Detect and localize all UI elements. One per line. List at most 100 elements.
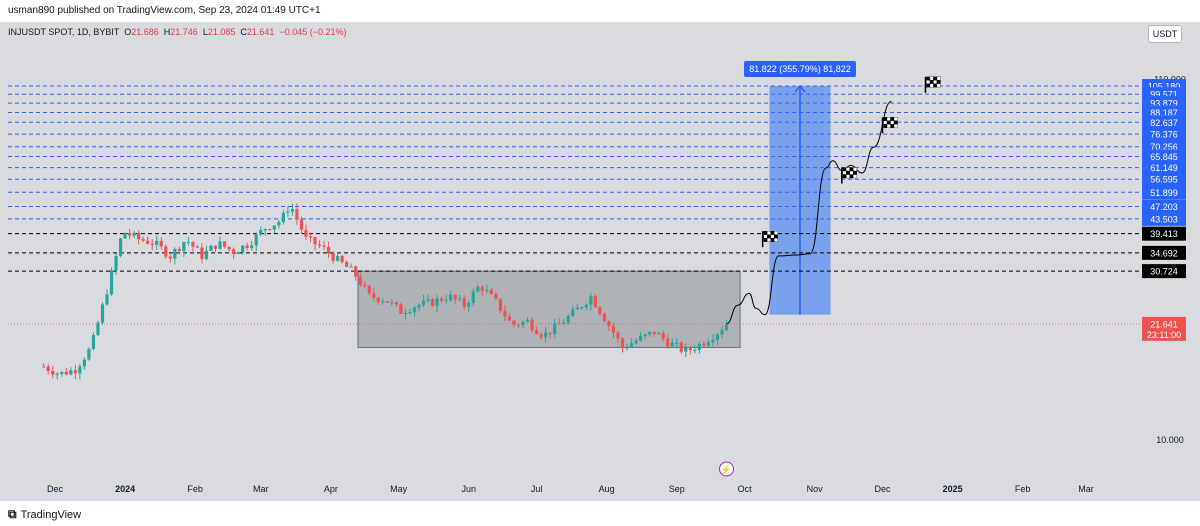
candle	[611, 325, 616, 333]
level-value: 61.149	[1150, 163, 1178, 173]
level-value: 30.724	[1150, 267, 1178, 277]
candle	[489, 290, 493, 295]
level-value: 88.187	[1150, 108, 1178, 118]
candle	[78, 366, 82, 374]
candle	[96, 322, 100, 336]
candle	[222, 241, 227, 247]
candle	[643, 334, 647, 336]
candle	[304, 229, 308, 237]
candle	[345, 262, 349, 267]
candle	[471, 291, 475, 303]
level-tag	[1142, 264, 1186, 279]
finish-flag-icon	[929, 76, 934, 81]
countdown-value: 23:11:00	[1147, 330, 1181, 340]
price-chart[interactable]: Dec 2024 Feb Mar Apr May Jun Jul Aug Sep Oct Nov Dec…	[0, 22, 1200, 501]
candle	[336, 256, 340, 261]
candle	[421, 300, 426, 305]
candle	[100, 304, 105, 323]
currency-button[interactable]: USDT	[1148, 25, 1182, 43]
candle	[313, 237, 317, 245]
level-tag	[1142, 199, 1186, 214]
level-value: 105.180	[1148, 82, 1181, 92]
finish-flag-icon	[767, 231, 771, 235]
candle	[137, 232, 141, 240]
candle	[326, 246, 331, 254]
chart-area[interactable]: INJUSDT SPOT, 1D, BYBIT O21.686 H21.746 …	[0, 22, 1200, 501]
candle	[616, 332, 620, 339]
candle	[308, 236, 313, 238]
finish-flag-icon	[842, 167, 847, 172]
candle	[91, 335, 96, 350]
candle	[209, 245, 213, 251]
level-value: 47.203	[1150, 202, 1178, 212]
level-value: 43.503	[1150, 214, 1178, 224]
finish-flag-icon	[849, 170, 854, 175]
y-tick-label: 10.000	[1156, 435, 1184, 445]
candle	[534, 330, 539, 335]
candle	[173, 248, 177, 259]
candle	[715, 334, 720, 340]
finish-flag-icon	[846, 167, 850, 172]
candle	[494, 294, 498, 299]
finish-flag-icon	[774, 231, 778, 235]
candle	[462, 298, 466, 307]
measure-label-box	[743, 61, 856, 77]
candle	[399, 304, 403, 314]
candle	[629, 343, 634, 348]
finish-flag-icon	[883, 124, 888, 128]
candle	[114, 255, 118, 271]
candle	[453, 294, 457, 300]
candle	[250, 245, 254, 248]
change-value: −0.045 (−0.21%)	[279, 27, 347, 37]
finish-flag-icon	[926, 80, 931, 84]
candle	[480, 286, 484, 291]
finish-flag-icon	[842, 170, 847, 175]
candle	[272, 225, 276, 230]
finish-flag-icon	[853, 167, 857, 172]
finish-flag-icon	[933, 80, 938, 84]
candle	[254, 234, 258, 246]
finish-flag-icon	[767, 234, 771, 239]
candle	[539, 334, 543, 338]
candle	[516, 324, 521, 326]
finish-flag-icon	[883, 120, 888, 125]
candle	[507, 316, 512, 321]
level-tag	[1142, 211, 1186, 226]
candle	[403, 313, 408, 315]
candle	[589, 295, 593, 305]
low-value: 21.085	[207, 27, 236, 37]
level-value: 70.256	[1150, 142, 1178, 152]
candle	[444, 300, 448, 302]
symbol-name: INJUSDT SPOT, 1D, BYBIT	[8, 27, 120, 37]
candle	[476, 286, 480, 292]
candle	[164, 246, 168, 257]
candle	[426, 299, 430, 301]
candle	[548, 332, 552, 335]
candle	[697, 343, 701, 350]
finish-flag-icon	[893, 117, 898, 121]
candle	[648, 331, 652, 335]
level-tag	[1142, 172, 1186, 187]
candle	[670, 342, 674, 347]
candle	[159, 240, 163, 247]
symbol-legend: INJUSDT SPOT, 1D, BYBIT O21.686 H21.746 …	[8, 27, 347, 37]
candle	[652, 331, 656, 334]
candle	[661, 333, 665, 339]
candle	[598, 307, 602, 314]
candle	[620, 338, 625, 348]
candle	[566, 316, 570, 323]
candle	[82, 359, 86, 367]
candle	[449, 294, 453, 301]
candle	[706, 342, 711, 346]
finish-flag-icon	[763, 234, 768, 239]
candle	[105, 294, 109, 305]
level-value: 76.376	[1150, 130, 1178, 140]
candle	[195, 246, 200, 248]
candle	[245, 245, 249, 248]
candle	[118, 238, 123, 256]
candle	[675, 342, 679, 344]
candle	[498, 298, 503, 311]
x-tick-label: 2024	[115, 484, 135, 494]
candle	[218, 241, 222, 249]
candle	[241, 245, 245, 253]
